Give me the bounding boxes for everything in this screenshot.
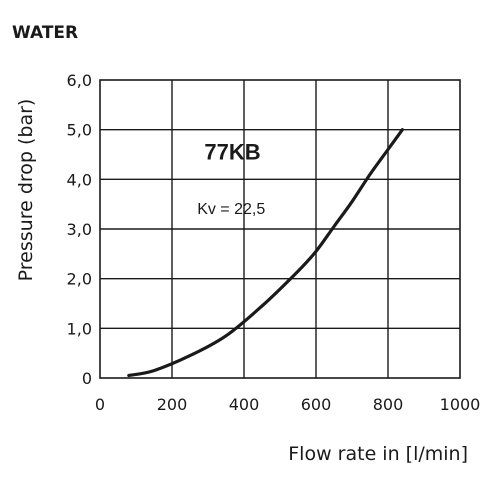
x-tick-label: 600: [301, 395, 332, 414]
y-tick-label: 1,0: [67, 319, 92, 338]
series-line-77kb: [127, 128, 404, 378]
y-axis-title: Pressure drop (bar): [15, 99, 37, 282]
y-tick-label: 6,0: [67, 71, 92, 90]
x-axis-ticks: 0 200 400 600 800 1000: [95, 395, 480, 414]
x-tick-label: 0: [95, 395, 105, 414]
y-tick-label: 2,0: [67, 270, 92, 289]
x-tick-label: 400: [229, 395, 260, 414]
series-label: 77KB: [204, 139, 260, 164]
y-tick-label: 0: [82, 369, 92, 388]
chart-title: WATER: [12, 23, 78, 43]
x-axis-title: Flow rate in [l/min]: [288, 443, 468, 465]
y-axis-ticks: 0 1,0 2,0 3,0 4,0 5,0 6,0: [67, 71, 92, 388]
y-tick-label: 4,0: [67, 170, 92, 189]
annotations: 77KB Kv = 22,5: [197, 139, 265, 218]
grid: [100, 80, 460, 378]
x-tick-label: 1000: [440, 395, 480, 414]
x-tick-label: 200: [157, 395, 188, 414]
kv-annotation: Kv = 22,5: [197, 201, 265, 218]
x-tick-label: 800: [373, 395, 404, 414]
y-tick-label: 5,0: [67, 121, 92, 140]
plot-frame: [99, 79, 461, 379]
y-tick-label: 3,0: [67, 220, 92, 239]
